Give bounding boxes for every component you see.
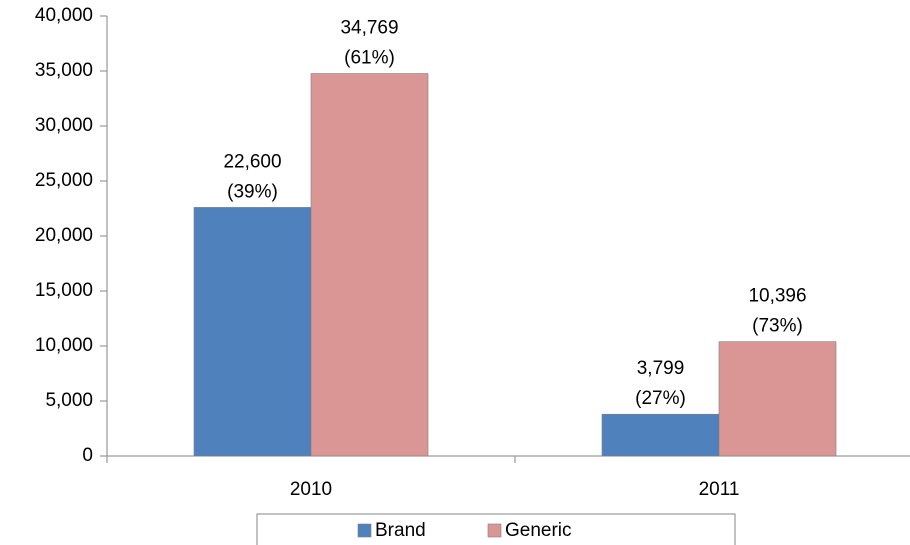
legend-label: Brand	[375, 520, 426, 541]
y-tick-label: 15,000	[35, 280, 93, 301]
bar	[310, 73, 429, 457]
y-tick-label: 0	[82, 445, 93, 466]
share-label: (73%)	[752, 316, 803, 337]
x-tick-label: 2010	[290, 479, 332, 500]
y-tick-label: 5,000	[45, 390, 93, 411]
y-tick-label: 35,000	[35, 60, 93, 81]
bar	[601, 413, 720, 457]
y-tick-label: 20,000	[35, 225, 93, 246]
share-label: (27%)	[635, 388, 686, 409]
value-label: 34,769	[340, 18, 398, 39]
bar	[718, 341, 837, 457]
y-tick-label: 30,000	[35, 115, 93, 136]
legend-swatch	[357, 523, 372, 538]
share-label: (61%)	[344, 48, 395, 69]
y-tick-label: 40,000	[35, 5, 93, 26]
x-tick-label: 2011	[699, 479, 740, 500]
y-tick-label: 10,000	[35, 335, 93, 356]
value-label: 10,396	[748, 286, 806, 307]
bar	[193, 207, 312, 457]
value-label: 3,799	[637, 358, 685, 379]
legend-label: Generic	[505, 520, 572, 541]
value-label: 22,600	[223, 151, 281, 172]
share-label: (39%)	[227, 181, 278, 202]
y-tick-label: 25,000	[35, 170, 93, 191]
legend-swatch	[487, 523, 502, 538]
